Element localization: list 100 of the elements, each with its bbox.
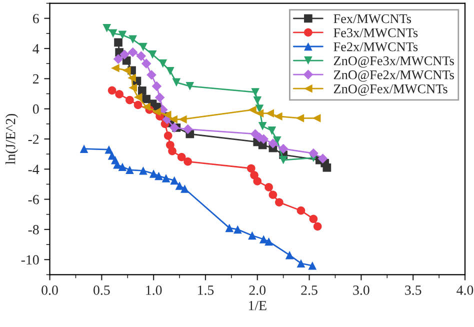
- y-tick-label: -2: [28, 134, 39, 144]
- point: [253, 177, 262, 186]
- point: [285, 250, 294, 260]
- point: [158, 59, 168, 68]
- point: [141, 58, 152, 68]
- point: [248, 106, 256, 114]
- point: [154, 172, 163, 180]
- point: [275, 198, 284, 206]
- point: [164, 131, 172, 140]
- legend-label: Fe3x/MWCNTs: [334, 28, 418, 38]
- point: [136, 51, 146, 61]
- point: [108, 29, 118, 38]
- point: [318, 154, 328, 164]
- point: [113, 54, 124, 64]
- legend-label: ZnO@Fex/MWCNTs: [334, 84, 448, 96]
- point: [114, 38, 122, 47]
- x-tick-label: 3.5: [405, 286, 422, 295]
- legend-label: ZnO@Fe3x/MWCNTs: [334, 56, 454, 68]
- point: [313, 222, 322, 231]
- point: [268, 126, 276, 135]
- point: [148, 50, 157, 59]
- point: [146, 70, 156, 80]
- point: [177, 152, 186, 162]
- x-tick-label: 2.5: [301, 286, 318, 295]
- legend-label: ZnO@Fe2x/MWCNTs: [334, 70, 454, 82]
- x-tick-label: 0.5: [94, 286, 110, 295]
- point: [266, 109, 274, 118]
- point: [80, 144, 88, 153]
- point: [142, 102, 150, 112]
- legend-label: Fex/MWCNTs: [334, 14, 412, 24]
- point: [322, 163, 332, 172]
- point: [272, 136, 282, 145]
- point: [126, 166, 134, 174]
- point: [111, 64, 120, 72]
- point: [108, 86, 116, 95]
- point: [134, 100, 142, 110]
- point: [268, 190, 278, 199]
- point: [312, 114, 321, 122]
- point: [172, 78, 181, 87]
- point: [225, 224, 234, 232]
- point: [296, 114, 304, 122]
- point: [154, 92, 165, 102]
- point: [268, 138, 278, 148]
- point: [113, 160, 122, 169]
- point: [182, 124, 193, 134]
- point: [104, 145, 114, 154]
- point: [180, 184, 189, 193]
- y-tick-label: 6: [33, 14, 39, 24]
- point: [251, 88, 260, 96]
- point: [308, 148, 318, 158]
- point: [259, 235, 268, 244]
- point: [264, 237, 273, 246]
- x-tick-label: 0.0: [42, 286, 58, 295]
- point: [264, 183, 273, 192]
- point: [115, 90, 124, 98]
- y-axis-title: ln(J/E^2): [5, 114, 18, 164]
- point: [308, 261, 317, 270]
- point: [139, 42, 148, 52]
- point: [309, 214, 318, 224]
- point: [246, 164, 256, 173]
- point: [170, 176, 179, 185]
- y-tick-label: 0: [32, 104, 39, 114]
- point: [296, 259, 306, 268]
- x-tick-label: 4.0: [456, 286, 474, 295]
- y-tick-label: -8: [28, 225, 39, 234]
- point: [128, 47, 138, 58]
- point: [279, 156, 288, 164]
- point: [126, 96, 134, 104]
- point: [258, 122, 267, 130]
- point: [128, 74, 136, 82]
- point: [118, 30, 127, 40]
- point: [274, 112, 282, 121]
- point: [253, 96, 262, 105]
- point: [255, 104, 264, 113]
- point: [134, 93, 142, 102]
- y-tick-label: 4: [32, 44, 40, 54]
- point: [186, 82, 194, 90]
- y-tick-label: -10: [21, 255, 39, 265]
- point: [296, 206, 306, 215]
- point: [152, 81, 162, 92]
- point: [233, 225, 242, 234]
- point: [169, 122, 180, 133]
- x-tick-label: 1.0: [146, 286, 162, 295]
- x-axis-title: 1/E: [248, 300, 266, 310]
- point: [162, 174, 170, 182]
- point: [168, 146, 176, 156]
- point: [128, 35, 137, 44]
- legend-label: Fe2x/MWCNTs: [334, 42, 418, 52]
- point: [118, 162, 127, 172]
- x-tick-label: 2.0: [249, 286, 266, 295]
- point: [122, 66, 131, 75]
- point: [138, 86, 146, 95]
- point: [166, 66, 174, 76]
- y-tick-label: -4: [28, 164, 40, 174]
- point: [169, 115, 178, 124]
- point: [248, 231, 256, 240]
- point: [184, 157, 192, 166]
- point: [175, 182, 184, 190]
- point: [128, 84, 137, 92]
- point: [152, 108, 161, 116]
